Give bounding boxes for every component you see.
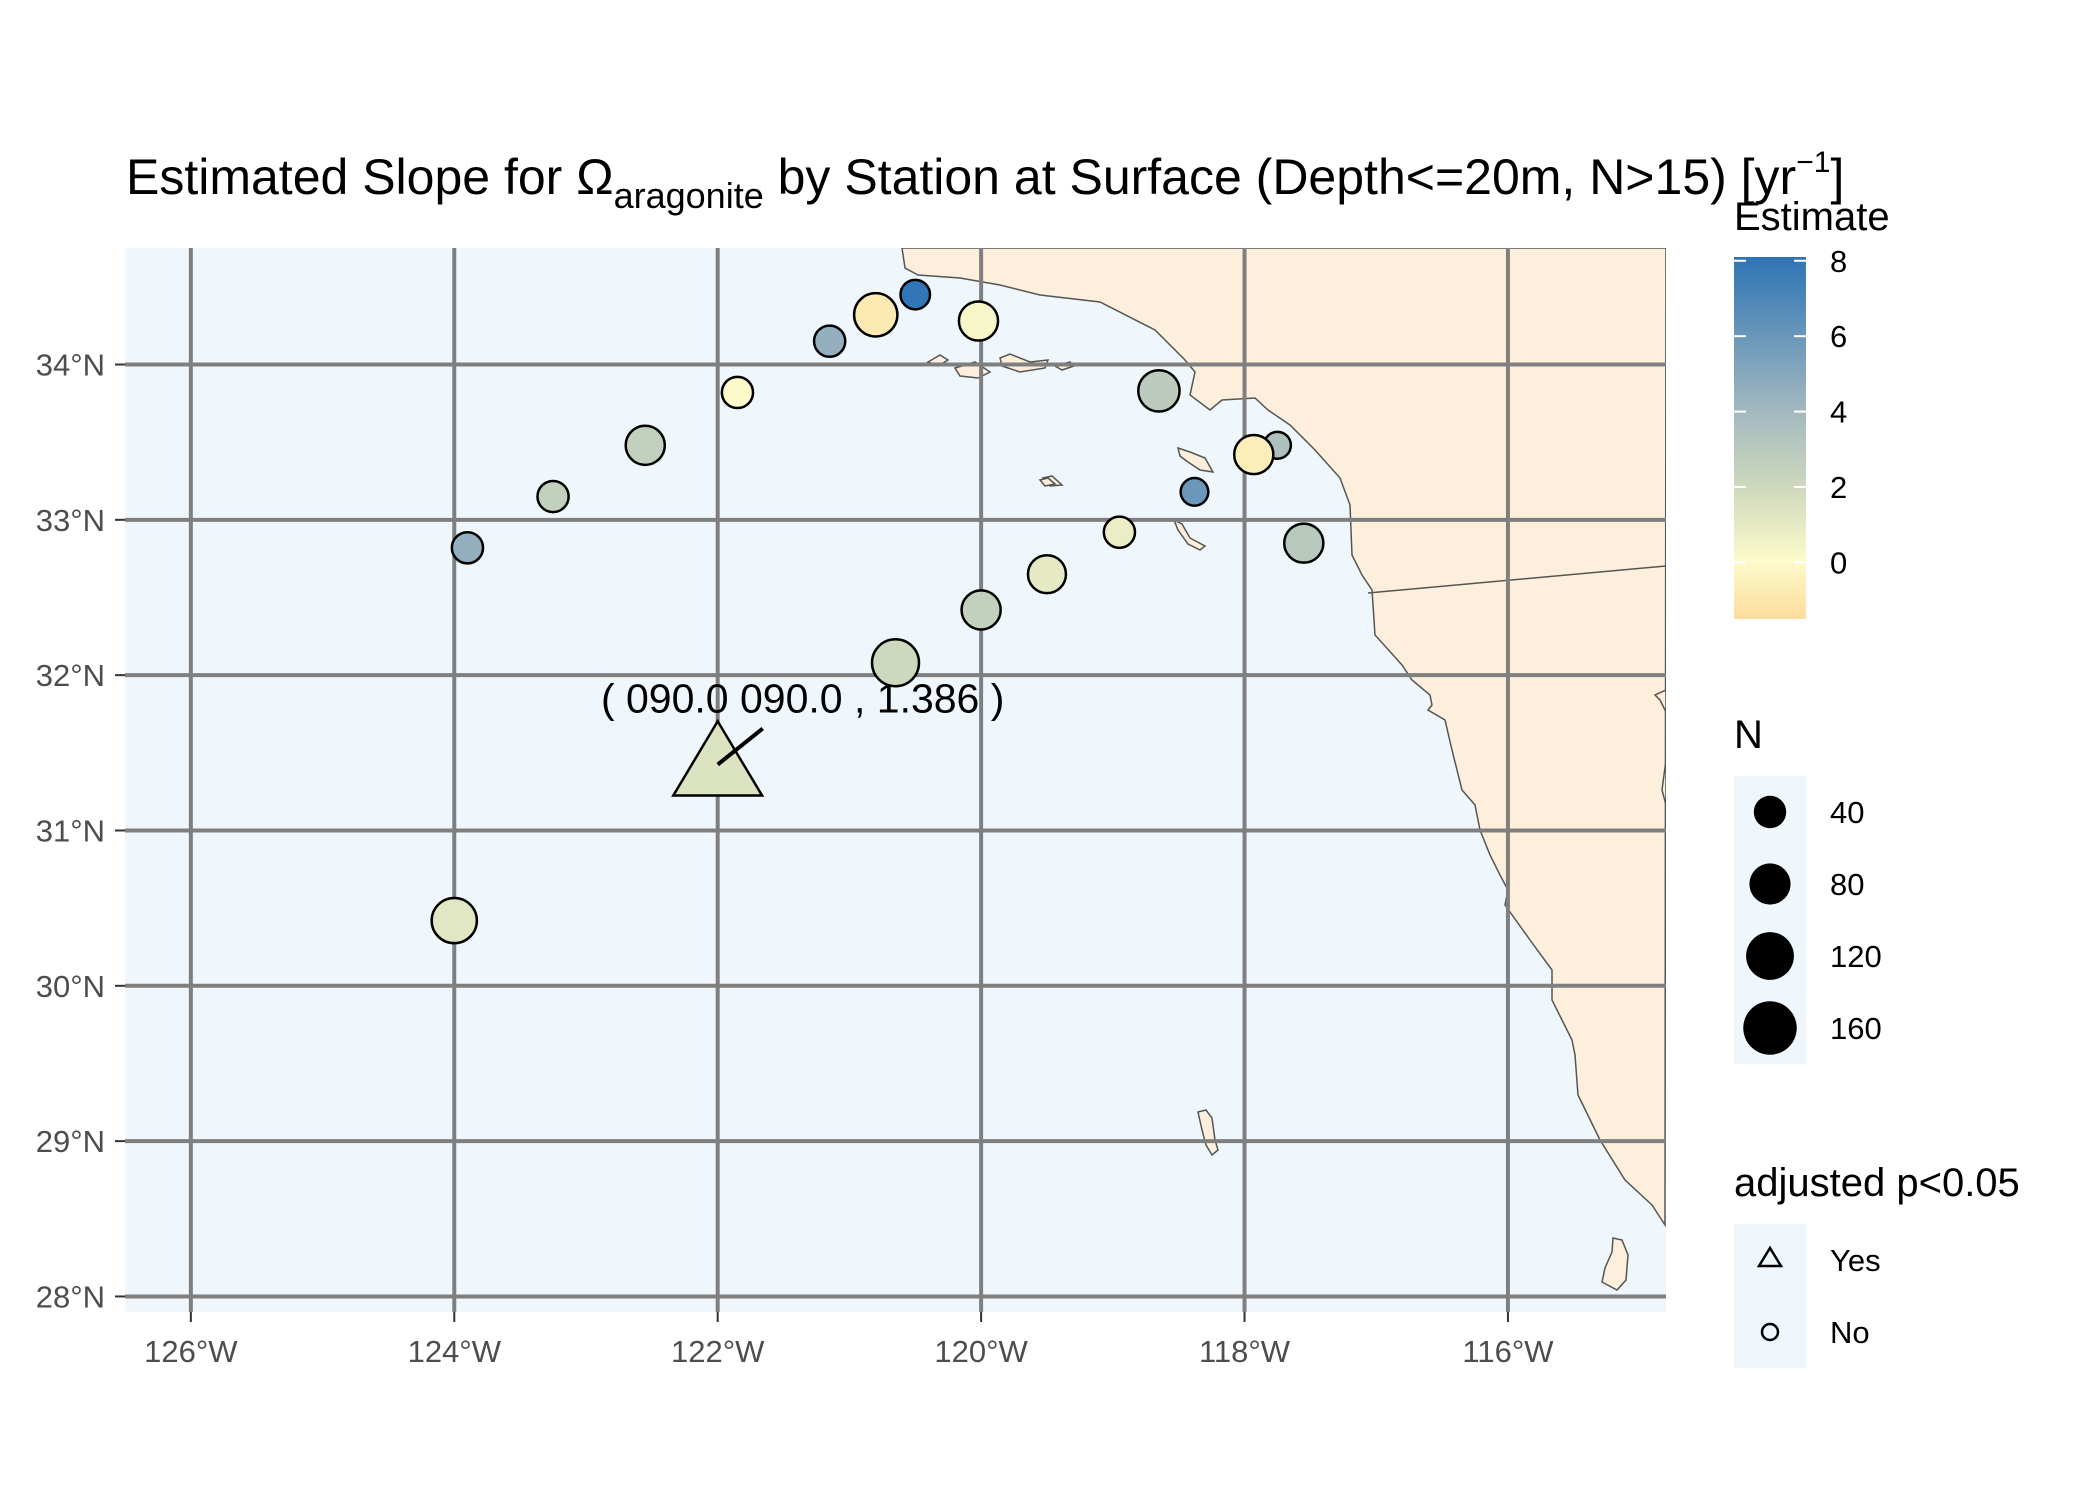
- station-marker[interactable]: [430, 896, 479, 945]
- island-san-nicolas: [1038, 477, 1057, 487]
- x-tick-label: 116°W: [1462, 1334, 1554, 1369]
- legend-p-title: adjusted p<0.05: [1734, 1161, 2020, 1205]
- map-panel: ( 090.0 090.0 , 1.386 ): [125, 248, 1666, 1312]
- latitude-gridlines: [125, 362, 1666, 1299]
- station-marker[interactable]: [1102, 515, 1137, 550]
- title-suffix: ]: [1830, 149, 1844, 205]
- y-tick-label: 28°N: [36, 1279, 105, 1314]
- legend-n-items: 40 80 120 160: [1743, 795, 1882, 1055]
- x-tick-label: 124°W: [408, 1334, 502, 1369]
- legend-n-label: 80: [1830, 867, 1864, 902]
- legend-n-swatch: [1753, 795, 1787, 829]
- y-axis-labels: 34°N 33°N 32°N 31°N 30°N 29°N 28°N: [36, 347, 125, 1314]
- mainland-coast: [901, 248, 1666, 1228]
- y-tick-label: 31°N: [36, 813, 105, 848]
- y-tick-label: 29°N: [36, 1124, 105, 1159]
- station-marker[interactable]: [1282, 522, 1325, 564]
- station-marker[interactable]: [1137, 369, 1181, 413]
- legend-n: N 40 80 120 160: [1734, 713, 1882, 1064]
- legend-p: adjusted p<0.05 Yes No: [1734, 1161, 2020, 1368]
- station-marker[interactable]: [870, 637, 921, 688]
- legend-p-background: [1734, 1224, 1806, 1368]
- international-border: [1367, 565, 1666, 594]
- estimate-colorbar: [1734, 257, 1806, 619]
- colorbar-tick-label: 6: [1830, 319, 1847, 354]
- hover-annotation: ( 090.0 090.0 , 1.386 ): [601, 676, 1004, 767]
- station-marker[interactable]: [720, 375, 755, 410]
- station-marker[interactable]: [1026, 553, 1068, 595]
- y-tick-label: 32°N: [36, 658, 105, 693]
- station-marker-significant[interactable]: [671, 718, 765, 797]
- x-tick-label: 122°W: [671, 1334, 765, 1369]
- annotation-leader-line: [716, 727, 764, 767]
- station-marker[interactable]: [450, 530, 485, 565]
- legend-n-swatch: [1743, 1001, 1797, 1055]
- legend-n-title: N: [1734, 713, 1763, 757]
- station-marker[interactable]: [957, 300, 1000, 342]
- x-tick-label: 126°W: [144, 1334, 238, 1369]
- island-guadalupe: [1197, 1109, 1219, 1157]
- legend-estimate-title: Estimate: [1734, 195, 1890, 239]
- y-tick-label: 33°N: [36, 503, 105, 538]
- colorbar-ticks: 8 6 4 2 0: [1734, 244, 1847, 580]
- colorbar-tick-label: 4: [1830, 395, 1847, 430]
- station-marker[interactable]: [812, 324, 847, 359]
- baja-east-coast: [1653, 689, 1666, 806]
- x-axis-labels: 126°W 124°W 122°W 120°W 118°W 116°W: [144, 1312, 1554, 1369]
- y-tick-label: 30°N: [36, 969, 105, 1004]
- legend-n-label: 40: [1830, 795, 1864, 830]
- legend-circle-swatch: [1760, 1322, 1780, 1342]
- title-superscript: −1: [1796, 146, 1830, 179]
- legend-p-items: Yes No: [1756, 1243, 1881, 1350]
- title-subscript: aragonite: [614, 175, 764, 216]
- legend-p-label: Yes: [1830, 1243, 1881, 1278]
- y-tick-label: 34°N: [36, 347, 105, 382]
- island-catalina: [1176, 446, 1215, 473]
- x-tick-label: 120°W: [934, 1334, 1028, 1369]
- legend-n-swatch: [1746, 932, 1794, 980]
- island-san-clemente: [1172, 518, 1207, 551]
- island-cedros: [1601, 1237, 1629, 1291]
- station-marker[interactable]: [1232, 433, 1275, 476]
- station-marker[interactable]: [624, 424, 667, 467]
- station-marker[interactable]: [536, 479, 570, 514]
- legend-p-label: No: [1830, 1315, 1870, 1350]
- annotation-label: ( 090.0 090.0 , 1.386 ): [601, 676, 1004, 722]
- map-title: Estimated Slope for Ωaragonite by Statio…: [126, 146, 1844, 216]
- station-marker[interactable]: [1179, 476, 1210, 507]
- station-marker[interactable]: [960, 589, 1002, 631]
- colorbar-tick-label: 0: [1830, 545, 1847, 580]
- colorbar-tick-label: 8: [1830, 244, 1847, 279]
- title-prefix: Estimated Slope for Ω: [126, 149, 614, 205]
- legend-triangle-swatch: [1756, 1245, 1784, 1268]
- station-marker[interactable]: [852, 291, 899, 338]
- legend-n-label: 160: [1830, 1011, 1882, 1046]
- colorbar-tick-label: 2: [1830, 470, 1847, 505]
- station-markers: [430, 278, 1325, 945]
- legend-n-label: 120: [1830, 939, 1882, 974]
- station-marker[interactable]: [899, 278, 932, 311]
- title-middle: by Station at Surface (Depth<=20m, N>15)…: [764, 149, 1796, 205]
- legend-estimate: Estimate 8 6 4 2 0: [1734, 195, 1890, 619]
- legend-n-swatch: [1749, 863, 1791, 905]
- x-tick-label: 118°W: [1199, 1334, 1291, 1369]
